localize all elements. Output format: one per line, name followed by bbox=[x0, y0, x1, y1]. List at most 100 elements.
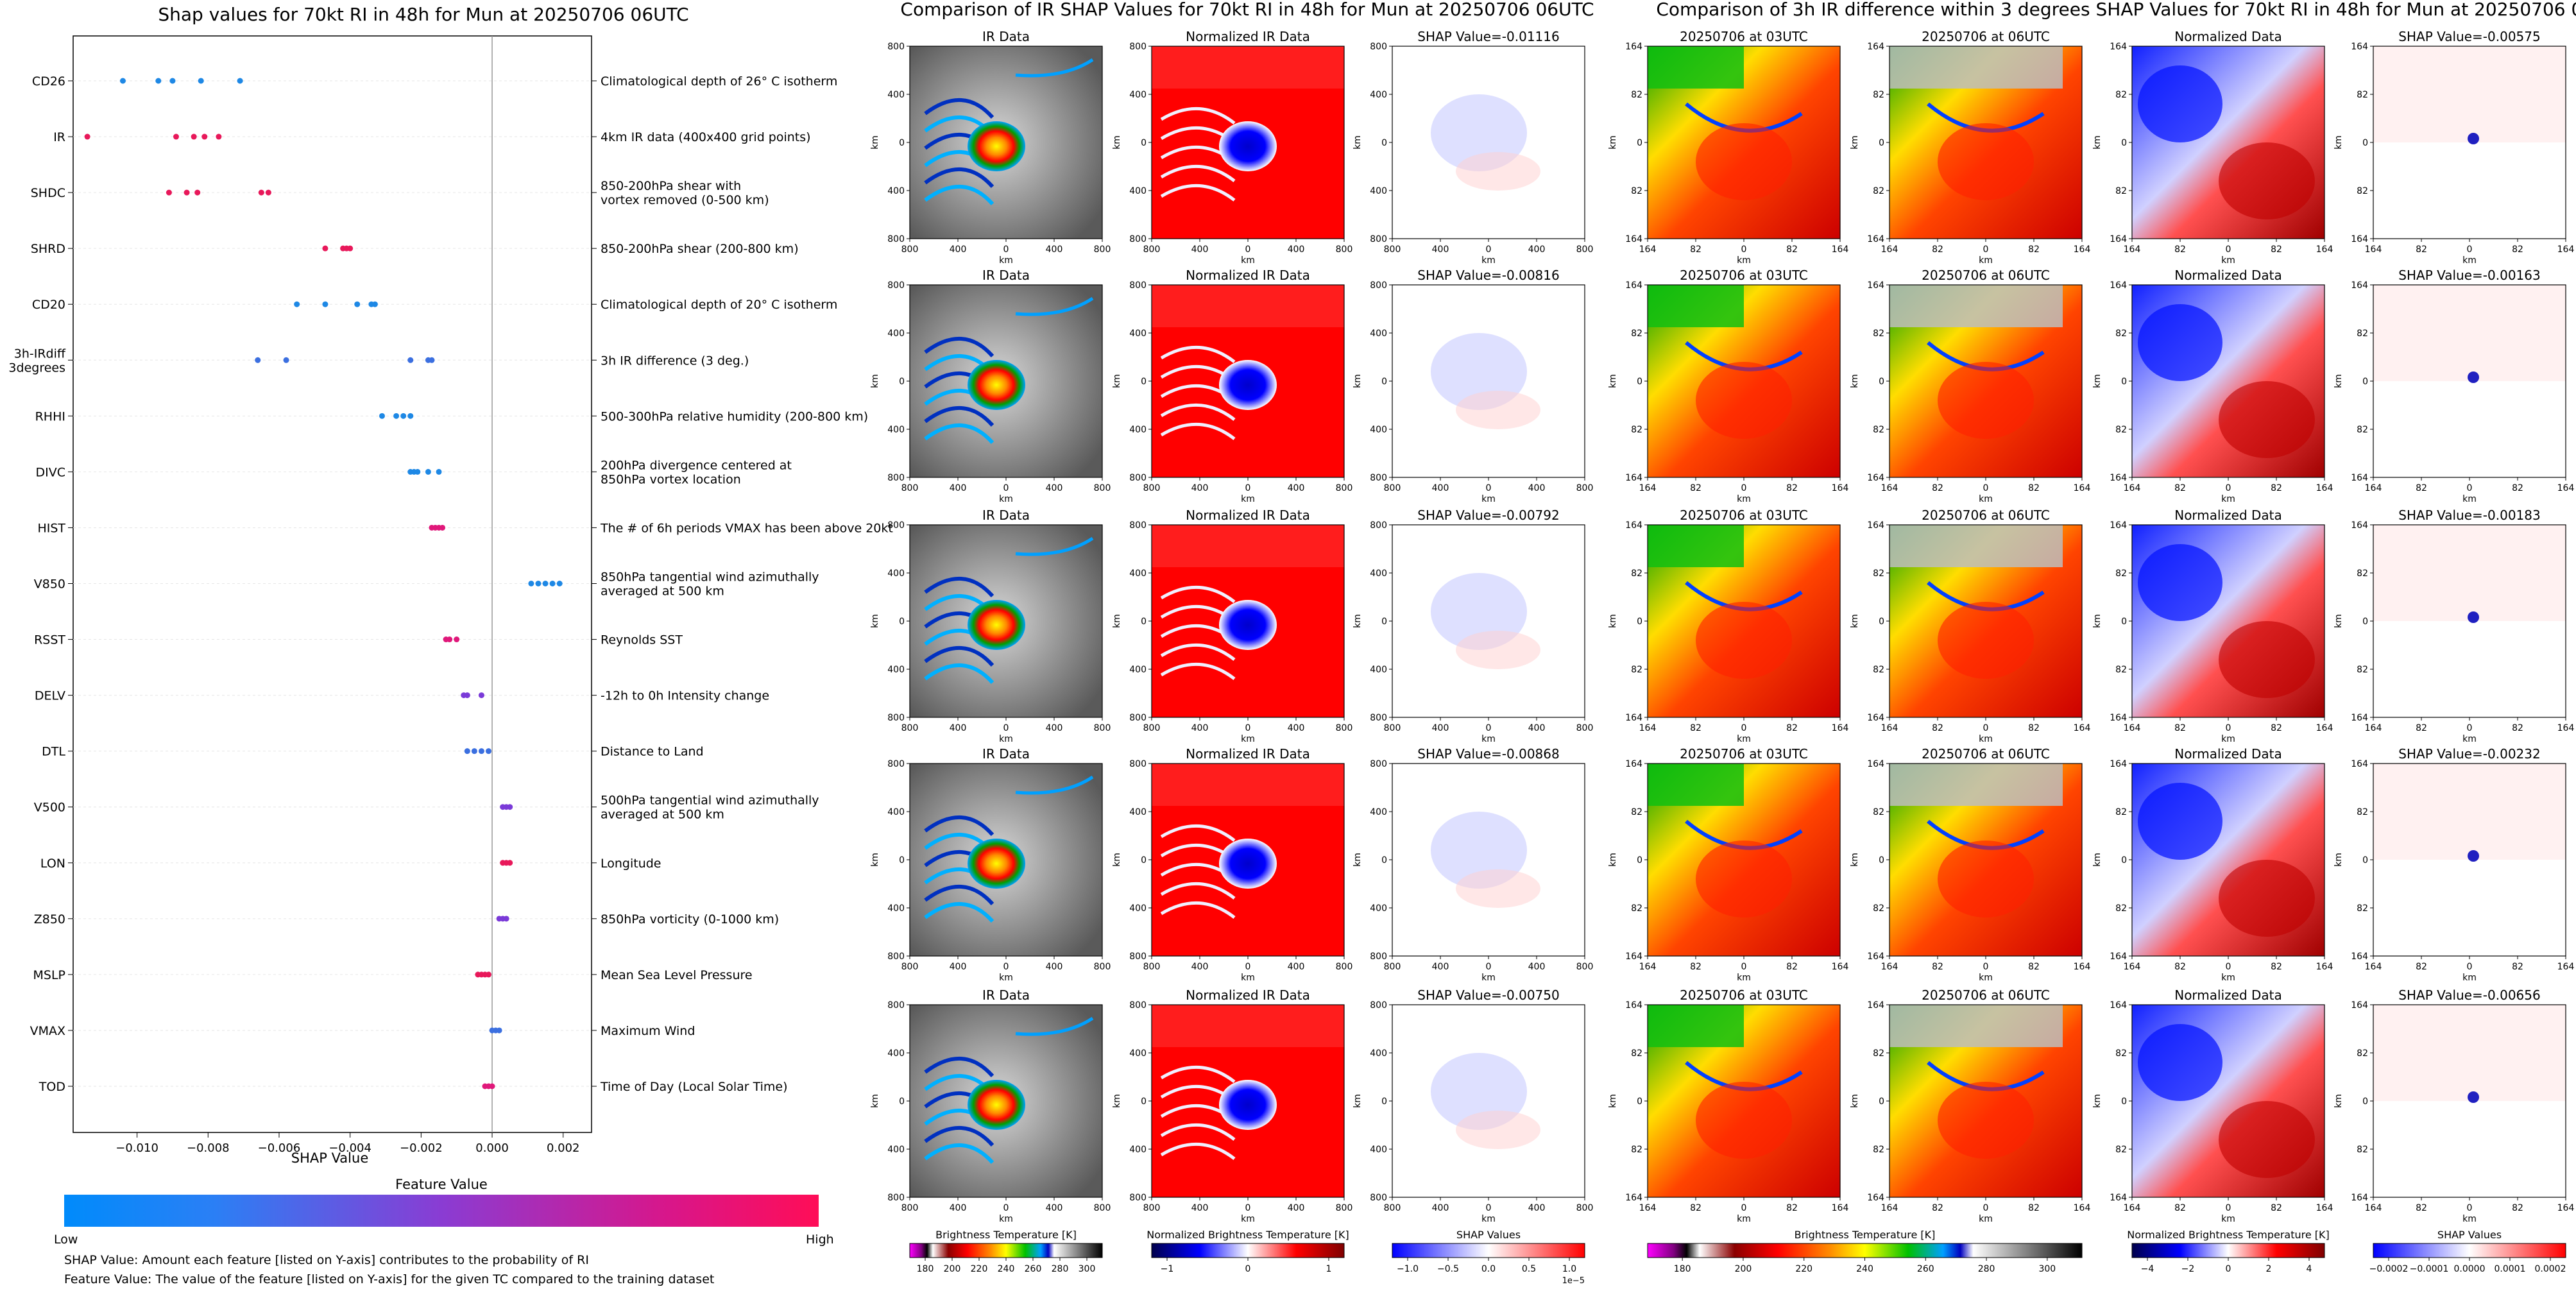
y-tick-label: 0 bbox=[2121, 377, 2127, 387]
x-axis-label: km bbox=[2221, 973, 2235, 983]
y-tick-label: 164 bbox=[2110, 1193, 2127, 1203]
y-tick-label: 400 bbox=[1129, 1145, 1147, 1155]
y-tick-label: 0 bbox=[1637, 1097, 1642, 1107]
left-axes-frame bbox=[73, 35, 592, 1133]
subplot-title: SHAP Value=-0.00868 bbox=[1417, 746, 1559, 762]
x-tick-label: 164 bbox=[2074, 244, 2091, 255]
colorbar-tick-label: −4 bbox=[2141, 1264, 2154, 1274]
shap-point bbox=[429, 357, 435, 363]
shap-point bbox=[507, 860, 513, 866]
x-axis-label: km bbox=[1481, 1214, 1496, 1224]
y-tick-label: 400 bbox=[887, 903, 905, 914]
x-tick-label: 164 bbox=[2316, 962, 2333, 972]
x-axis-label: km bbox=[2462, 973, 2477, 983]
y-tick-label: 164 bbox=[1867, 280, 1884, 291]
y-tick-label: 82 bbox=[2357, 425, 2368, 435]
subplot-title: Normalized Data bbox=[2174, 29, 2282, 44]
x-tick-label: 400 bbox=[1046, 244, 1063, 255]
y-tick-label: 82 bbox=[2357, 90, 2368, 100]
y-tick-label: 0 bbox=[899, 617, 905, 627]
colorbar-strip bbox=[909, 1243, 1103, 1258]
x-tick-label: 82 bbox=[2271, 723, 2282, 733]
x-tick-label: 400 bbox=[950, 962, 967, 972]
feature-description: 500-300hPa relative humidity (200-800 km… bbox=[601, 409, 868, 423]
subplot-title: SHAP Value=-0.00656 bbox=[2398, 987, 2540, 1003]
y-tick-label: 164 bbox=[1625, 234, 1642, 244]
x-tick-label: 82 bbox=[2512, 244, 2523, 255]
x-tick-label: −0.002 bbox=[400, 1141, 443, 1155]
shap-point bbox=[542, 581, 549, 586]
y-axis-label: km bbox=[1608, 374, 1618, 388]
y-tick-label: 0 bbox=[2362, 617, 2368, 627]
x-tick-label: 164 bbox=[1639, 962, 1657, 972]
x-axis-label: km bbox=[2462, 1214, 2477, 1224]
x-axis-label: km bbox=[1737, 494, 1751, 504]
upper-region bbox=[1648, 525, 1744, 567]
x-tick-label: 0 bbox=[1741, 962, 1747, 972]
shap-point bbox=[556, 581, 563, 586]
y-tick-label: 82 bbox=[2357, 568, 2368, 579]
y-tick-label: 800 bbox=[887, 1000, 905, 1011]
shap-point bbox=[471, 748, 477, 755]
x-tick-label: 82 bbox=[2271, 244, 2282, 255]
feature-name: TOD bbox=[38, 1080, 65, 1094]
y-tick-label: 0 bbox=[2121, 1097, 2127, 1107]
x-tick-label: 800 bbox=[901, 962, 919, 972]
y-tick-label: 800 bbox=[887, 759, 905, 769]
y-tick-label: 0 bbox=[899, 1097, 905, 1107]
y-tick-label: 800 bbox=[1370, 234, 1387, 244]
x-tick-label: 82 bbox=[2028, 483, 2040, 493]
shap-point bbox=[283, 357, 289, 363]
y-tick-label: 82 bbox=[2357, 1048, 2368, 1059]
x-axis-label: km bbox=[1979, 255, 1993, 266]
subplot-title: SHAP Value=-0.00163 bbox=[2398, 268, 2540, 283]
colorbar-label: Normalized Brightness Temperature [K] bbox=[1147, 1229, 1349, 1241]
x-tick-label: 82 bbox=[2416, 483, 2427, 493]
negative-shap-area bbox=[1431, 94, 1527, 171]
y-tick-label: 164 bbox=[1625, 952, 1642, 962]
colorbar-strip bbox=[1151, 1243, 1345, 1258]
y-tick-label: 0 bbox=[1141, 1097, 1147, 1107]
colorbar-tick-label: 0 bbox=[2226, 1264, 2231, 1274]
y-tick-label: 400 bbox=[887, 90, 905, 100]
y-tick-label: 0 bbox=[1879, 138, 1884, 148]
shap-point bbox=[354, 301, 361, 307]
band-streak bbox=[1160, 404, 1236, 421]
irdiff-comparison-panel: Comparison of 3h IR difference within 3 … bbox=[1608, 0, 2576, 1274]
x-tick-label: 400 bbox=[1432, 723, 1449, 733]
shap-point bbox=[265, 189, 271, 196]
x-tick-label: 400 bbox=[1528, 483, 1546, 493]
feature-name: V850 bbox=[34, 577, 65, 592]
y-tick-label: 400 bbox=[1129, 903, 1147, 914]
y-tick-label: 400 bbox=[887, 665, 905, 675]
y-tick-label: 0 bbox=[1879, 1097, 1884, 1107]
y-axis-label: km bbox=[1850, 853, 1860, 867]
x-tick-label: 0 bbox=[1245, 244, 1251, 255]
y-tick-label: 82 bbox=[1631, 665, 1642, 675]
x-tick-label: 82 bbox=[1690, 723, 1702, 733]
irdiff-colorbars: Brightness Temperature [K]180 200 220 240 26… bbox=[1647, 1229, 2566, 1274]
y-tick-label: 164 bbox=[2110, 713, 2127, 723]
y-tick-label: 164 bbox=[1867, 42, 1884, 52]
y-tick-label: 82 bbox=[2357, 903, 2368, 914]
shap-point bbox=[379, 413, 385, 419]
shap-point bbox=[322, 301, 328, 307]
x-tick-label: 82 bbox=[2512, 1203, 2523, 1213]
shap-point bbox=[191, 133, 197, 140]
y-tick-label: 164 bbox=[2110, 280, 2127, 291]
y-tick-label: 0 bbox=[2121, 617, 2127, 627]
y-tick-label: 0 bbox=[1637, 138, 1642, 148]
x-tick-label: 800 bbox=[1094, 723, 1111, 733]
colorbar-tick-label: 280 bbox=[1978, 1264, 1995, 1274]
footnote-shap: SHAP Value: Amount each feature [listed … bbox=[64, 1253, 589, 1267]
colorbar-exponent: 1e−5 bbox=[1562, 1276, 1585, 1286]
